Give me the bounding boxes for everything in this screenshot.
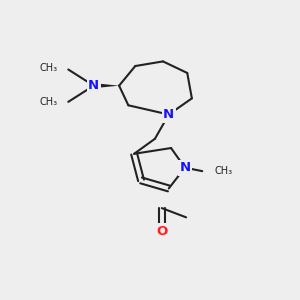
Polygon shape [94, 83, 119, 88]
Text: O: O [156, 225, 167, 238]
Text: N: N [88, 79, 99, 92]
Text: CH₃: CH₃ [40, 63, 58, 73]
Text: CH₃: CH₃ [215, 166, 233, 176]
Text: N: N [179, 161, 191, 174]
Text: N: N [163, 108, 174, 121]
Text: CH₃: CH₃ [40, 97, 58, 107]
